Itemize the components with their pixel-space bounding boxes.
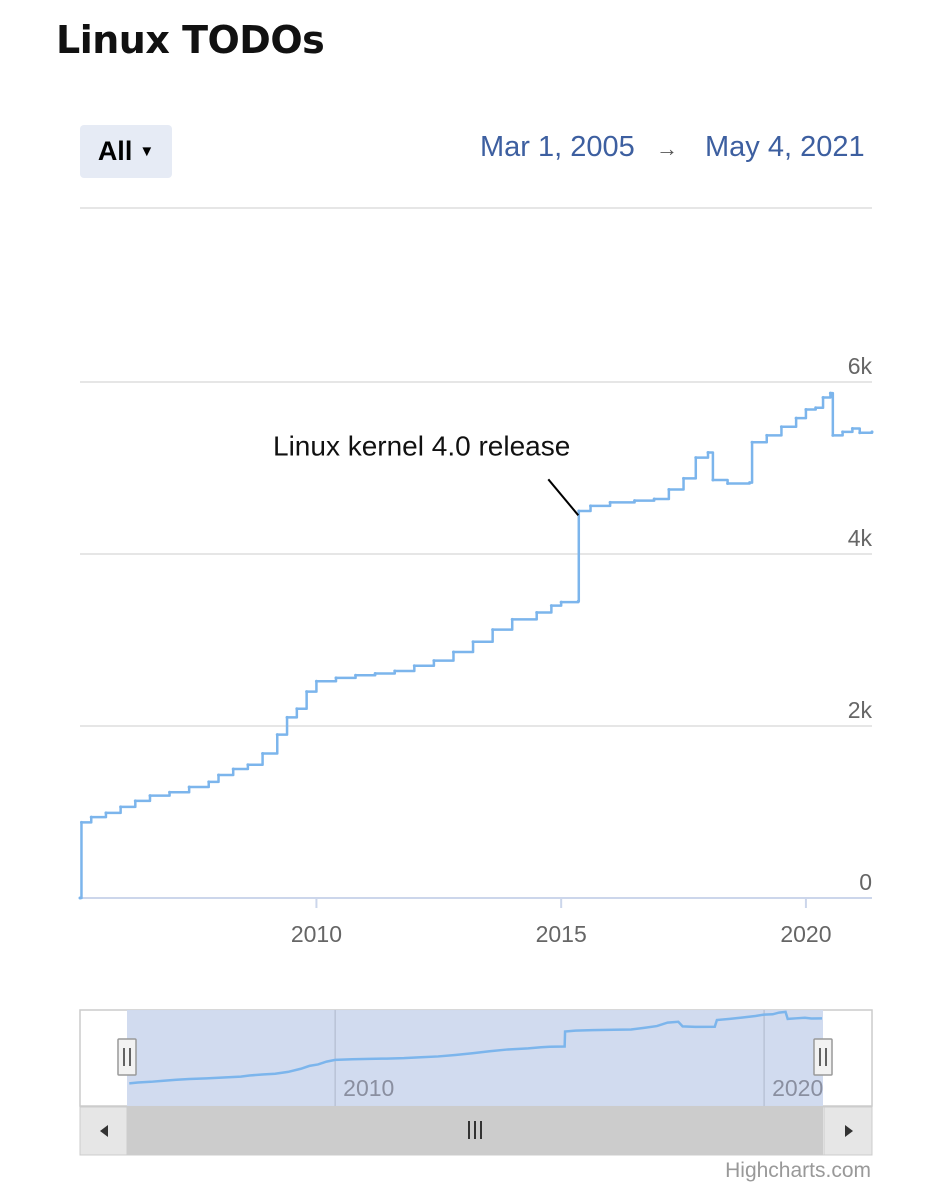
caret-down-icon: ▼ [139,143,155,160]
navigator-series [129,1010,823,1085]
data-point [187,785,191,789]
chart-title: Linux TODOs [56,18,325,62]
data-point [217,773,221,777]
data-point [295,707,299,711]
data-point [133,799,137,803]
data-point [471,640,475,644]
arrow-right-icon: → [656,136,678,161]
chevron-right-icon [845,1125,853,1137]
navigator-left-handle[interactable] [117,1038,137,1076]
data-point [652,497,656,501]
data-point [549,604,553,608]
navigator-right-handle[interactable] [813,1038,833,1076]
data-point [779,425,783,429]
x-tick-label: 2020 [780,921,831,947]
y-tick-label: 6k [848,353,873,379]
series-line [80,391,874,900]
data-point [285,715,289,719]
data-point [831,433,835,437]
data-point [451,650,455,654]
navigator: 2010 2020 [79,1009,873,1156]
data-point [275,733,279,737]
data-point [765,433,769,437]
x-tick-label: 2015 [536,921,587,947]
navigator-tick-label: 2020 [772,1075,823,1101]
data-point [633,499,637,503]
data-point [589,504,593,508]
data-point [870,430,874,434]
data-point [412,664,416,668]
data-point [858,431,862,435]
data-point [726,481,730,485]
data-point [706,451,710,455]
handle-body [117,1038,137,1076]
data-point [794,416,798,420]
data-point [148,794,152,798]
data-point [261,752,265,756]
data-point [78,896,82,900]
data-point [608,500,612,504]
data-point [821,395,825,399]
scrollbar [79,1106,873,1156]
navigator-tick-label: 2010 [343,1075,394,1101]
range-selector-label: All [97,136,133,166]
data-point [246,763,250,767]
data-point [373,672,377,676]
data-point [432,659,436,663]
data-point [393,669,397,673]
data-point [694,456,698,460]
y-tick-label: 2k [848,697,873,723]
data-point [104,811,108,815]
data-point [841,430,845,434]
y-tick-label: 4k [848,525,873,551]
data-point [750,440,754,444]
navigator-selected-range [127,1010,823,1106]
data-point [305,690,309,694]
data-point [207,780,211,784]
annotation-label: Linux kernel 4.0 release [273,430,570,461]
date-from-input[interactable]: Mar 1, 2005 [480,131,635,163]
data-point [804,408,808,412]
handle-body [813,1038,833,1076]
highcharts-credit[interactable]: Highcharts.com [725,1159,871,1182]
plot-area: 0 2k 4k 6k 2010 2015 2020 Linux kernel 4.0 rele… [78,207,874,947]
data-point [667,488,671,491]
data-point [559,600,563,604]
data-point [711,478,715,482]
data-point [334,676,338,680]
scroll-right-button[interactable] [823,1106,873,1156]
data-point [231,767,235,771]
data-point [814,406,818,410]
data-point [535,610,539,614]
data-point [748,481,752,485]
data-point [577,509,581,513]
data-point [354,673,358,677]
data-point [828,391,832,395]
scroll-left-button[interactable] [79,1106,128,1156]
data-point [314,679,318,683]
range-selector-button[interactable]: All ▼ [80,125,172,178]
data-point [576,599,580,603]
data-point [168,790,172,794]
date-to-input[interactable]: May 4, 2021 [705,131,865,163]
data-point [682,476,686,480]
chevron-left-icon [100,1125,108,1137]
data-point [510,617,514,621]
y-tick-label: 0 [859,869,872,895]
data-point [89,815,93,819]
data-point [491,628,495,632]
data-point [119,805,123,809]
data-point [79,820,83,824]
data-point [850,426,854,430]
annotation-leader [547,478,580,516]
x-tick-label: 2010 [291,921,342,947]
